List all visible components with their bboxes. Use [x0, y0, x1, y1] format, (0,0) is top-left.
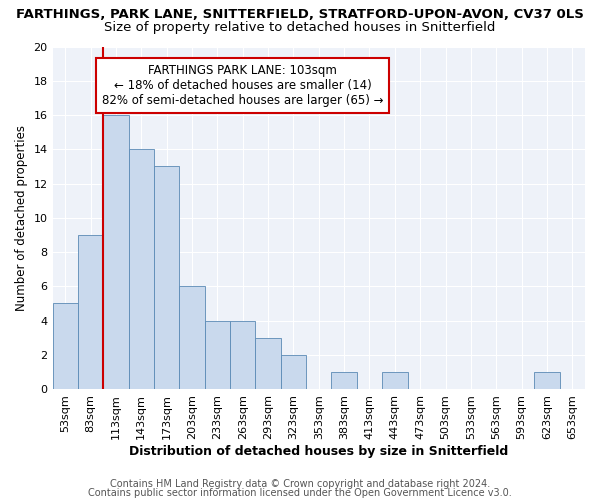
Bar: [382, 372, 407, 389]
Bar: [205, 320, 230, 389]
Bar: [230, 320, 256, 389]
Y-axis label: Number of detached properties: Number of detached properties: [15, 125, 28, 311]
Bar: [53, 304, 78, 389]
Bar: [78, 235, 103, 389]
Bar: [256, 338, 281, 389]
Bar: [534, 372, 560, 389]
X-axis label: Distribution of detached houses by size in Snitterfield: Distribution of detached houses by size …: [129, 444, 508, 458]
Bar: [154, 166, 179, 389]
Bar: [179, 286, 205, 389]
Bar: [103, 115, 128, 389]
Bar: [331, 372, 357, 389]
Bar: [281, 355, 306, 389]
Text: Contains public sector information licensed under the Open Government Licence v3: Contains public sector information licen…: [88, 488, 512, 498]
Bar: [128, 150, 154, 389]
Text: Contains HM Land Registry data © Crown copyright and database right 2024.: Contains HM Land Registry data © Crown c…: [110, 479, 490, 489]
Text: FARTHINGS PARK LANE: 103sqm
← 18% of detached houses are smaller (14)
82% of sem: FARTHINGS PARK LANE: 103sqm ← 18% of det…: [102, 64, 383, 106]
Text: Size of property relative to detached houses in Snitterfield: Size of property relative to detached ho…: [104, 21, 496, 34]
Text: FARTHINGS, PARK LANE, SNITTERFIELD, STRATFORD-UPON-AVON, CV37 0LS: FARTHINGS, PARK LANE, SNITTERFIELD, STRA…: [16, 8, 584, 20]
